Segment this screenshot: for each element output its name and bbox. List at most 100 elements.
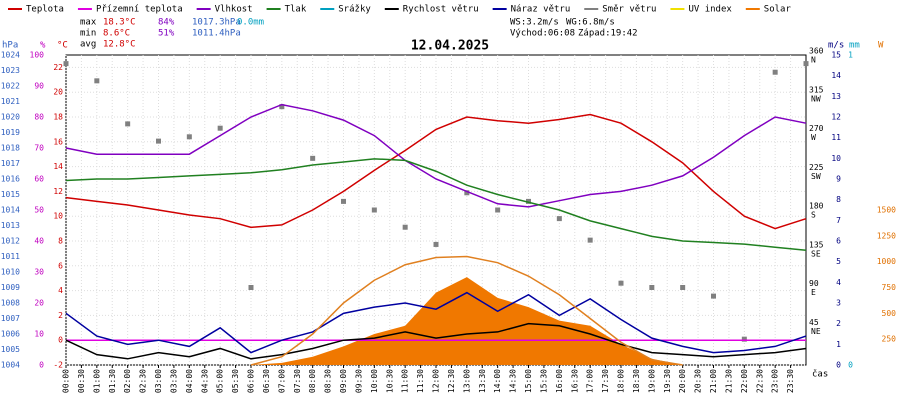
y-tick-label: 1022 [1, 82, 20, 91]
y-tick-label: 1018 [1, 144, 20, 153]
wind-direction-point [556, 216, 562, 222]
x-tick-label: 15:00 [524, 369, 533, 393]
y-tick-label: 8 [58, 237, 63, 246]
legend-label: Směr větru [602, 5, 656, 15]
wind-direction-point [248, 285, 254, 290]
legend-label: Vlhkost [215, 5, 253, 15]
y-tick-label: S [811, 211, 816, 220]
y-tick-label: 12 [831, 113, 841, 122]
y-tick-label: 5 [836, 257, 841, 266]
y-tick-label: 8 [836, 195, 841, 204]
x-tick-label: 05:30 [231, 369, 240, 393]
y-tick-label: 1016 [1, 175, 20, 184]
wind-direction-point [156, 138, 161, 144]
y-tick-label: 90 [809, 279, 819, 288]
x-tick-label: 05:00 [216, 369, 225, 393]
wind-direction-point [741, 336, 747, 342]
x-tick-label: 06:00 [247, 369, 256, 393]
x-tick-label: 20:30 [694, 369, 703, 393]
axis-unit: mm [849, 41, 860, 51]
y-tick-label: 14 [53, 162, 63, 171]
time-axis-label: čas [812, 369, 828, 380]
stat-value: avg [80, 40, 96, 50]
wind-direction-point [186, 134, 192, 140]
wind-direction-point [680, 285, 686, 290]
y-tick-label: 360 [809, 47, 824, 56]
y-tick-label: 180 [809, 202, 824, 211]
wind-direction-point [587, 237, 593, 243]
solar-area [66, 277, 806, 365]
y-tick-label: 11 [831, 133, 841, 142]
x-tick-label: 13:00 [462, 369, 471, 393]
y-tick-label: 60 [34, 175, 44, 184]
y-tick-label: 2 [836, 319, 841, 328]
y-tick-label: 0 [58, 336, 63, 345]
y-tick-label: 1006 [1, 330, 20, 339]
y-tick-label: 7 [836, 216, 841, 225]
y-tick-label: 1013 [1, 221, 20, 230]
legend-label: Solar [764, 5, 792, 15]
wind-direction-point [495, 207, 501, 213]
x-tick-label: 07:30 [293, 369, 302, 393]
x-tick-label: 21:00 [709, 369, 718, 393]
x-tick-label: 01:30 [108, 369, 117, 393]
y-tick-label: 10 [831, 154, 841, 163]
x-tick-label: 19:30 [663, 369, 672, 393]
x-tick-label: 23:30 [786, 369, 795, 393]
y-tick-label: 270 [809, 124, 824, 133]
wind-direction-point [371, 207, 377, 213]
y-tick-label: 1023 [1, 66, 20, 75]
x-tick-label: 10:30 [385, 369, 394, 393]
y-tick-label: 250 [882, 335, 897, 344]
y-tick-label: 13 [831, 92, 841, 101]
x-tick-label: 08:30 [324, 369, 333, 393]
x-tick-label: 16:30 [570, 369, 579, 393]
legend-label: Přízemní teplota [96, 5, 183, 15]
y-tick-label: 135 [809, 240, 824, 249]
y-tick-label: 0 [836, 361, 841, 370]
axis-unit: hPa [2, 41, 18, 51]
legend-label: UV index [688, 5, 732, 15]
x-tick-label: 04:00 [185, 369, 194, 393]
wind-direction-point [618, 280, 624, 286]
wind-direction-point [94, 78, 100, 84]
axis-unit: °C [57, 41, 68, 51]
wind-info: Západ:19:42 [578, 29, 638, 39]
wind-direction-point [63, 61, 69, 67]
wind-direction-point [464, 190, 470, 196]
y-tick-label: 30 [34, 268, 44, 277]
y-tick-label: 1008 [1, 299, 20, 308]
stat-value: 51% [158, 29, 175, 39]
series-line [250, 255, 683, 366]
x-tick-label: 13:30 [478, 369, 487, 393]
x-tick-label: 01:00 [92, 369, 101, 393]
wind-info: WG:6.8m/s [566, 18, 615, 28]
y-tick-label: 2 [58, 311, 63, 320]
x-tick-label: 04:30 [200, 369, 209, 393]
wind-direction-point [711, 293, 716, 299]
wind-direction-point [310, 155, 316, 161]
x-tick-label: 17:30 [601, 369, 610, 393]
y-tick-label: 1012 [1, 237, 20, 246]
y-tick-label: 80 [34, 113, 44, 122]
series-line [65, 291, 807, 354]
x-tick-label: 15:30 [539, 369, 548, 393]
axis-unit: m/s [828, 41, 844, 51]
series-line [65, 158, 807, 252]
x-tick-label: 02:30 [139, 369, 148, 393]
stat-value: 18.3°C [103, 18, 136, 28]
y-tick-label: 1017 [1, 159, 20, 168]
wind-direction-point [217, 125, 223, 131]
y-tick-label: 1015 [1, 190, 20, 199]
y-tick-label: 1 [836, 340, 841, 349]
y-tick-label: 1010 [1, 268, 20, 277]
y-tick-label: 20 [34, 299, 44, 308]
y-tick-label: 45 [809, 318, 819, 327]
x-tick-label: 00:00 [62, 369, 71, 393]
wind-direction-point [803, 61, 809, 67]
x-tick-label: 11:30 [416, 369, 425, 393]
x-tick-label: 09:30 [354, 369, 363, 393]
x-tick-label: 03:30 [169, 369, 178, 393]
y-tick-label: 0 [848, 361, 853, 370]
